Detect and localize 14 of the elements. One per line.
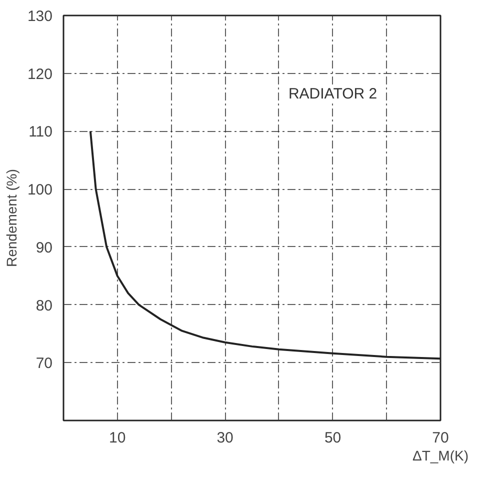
y-tick-label: 80 <box>36 297 53 314</box>
y-tick-label: 70 <box>36 355 53 372</box>
x-tick-label: 30 <box>216 430 234 446</box>
x-tick-label: 50 <box>324 430 342 446</box>
annotation: RADIATOR 2 <box>288 85 378 102</box>
y-tick-label: 100 <box>27 182 53 199</box>
y-axis-title: Rendement (%) <box>3 168 20 268</box>
x-tick-label: 10 <box>109 430 126 446</box>
y-tick-label: 90 <box>36 239 53 256</box>
y-tick-label: 110 <box>28 124 53 141</box>
y-tick-label: 120 <box>27 66 53 83</box>
x-tick-label: 70 <box>432 430 449 446</box>
x-axis-title: ΔT_M(K) <box>412 448 469 464</box>
y-tick-label: 130 <box>27 8 53 25</box>
